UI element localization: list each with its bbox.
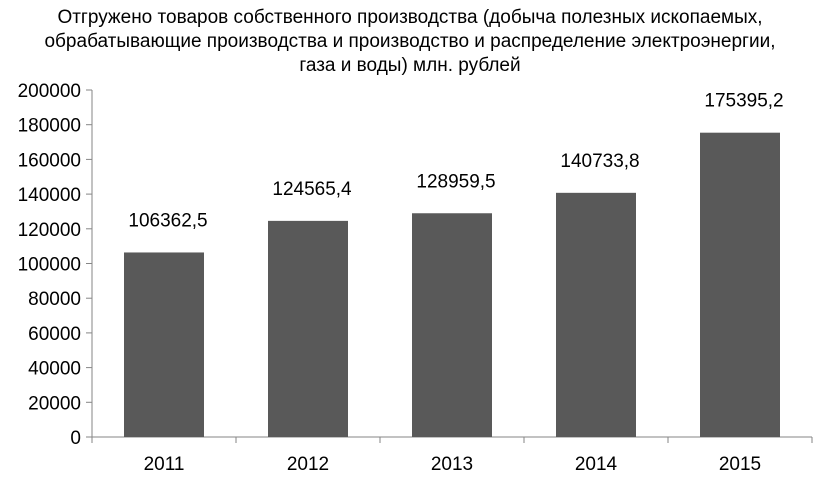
y-tick-label: 180000 [18, 116, 81, 137]
x-tick-label-2014: 2014 [575, 454, 618, 475]
y-tick-label: 100000 [18, 255, 81, 276]
y-tick-label: 40000 [28, 359, 81, 380]
x-tick-label-2015: 2015 [719, 454, 761, 475]
chart-title: Отгружено товаров собственного производс… [0, 6, 820, 78]
data-label-2015: 175395,2 [704, 91, 783, 112]
data-label-2011: 106362,5 [128, 210, 207, 231]
y-tick-label: 0 [70, 428, 81, 449]
chart-title-line-1: Отгружено товаров собственного производс… [57, 7, 763, 28]
chart-title-line-3: газа и воды) млн. рублей [299, 55, 521, 76]
x-tick-label-2013: 2013 [431, 454, 473, 475]
x-tick-label-2011: 2011 [144, 454, 185, 475]
bar-2011 [124, 252, 204, 437]
bar-2014 [556, 192, 636, 437]
data-label-2013: 128959,5 [416, 171, 495, 192]
y-tick-label: 160000 [18, 150, 81, 171]
bar-2012 [268, 220, 348, 437]
data-label-2014: 140733,8 [560, 151, 639, 172]
y-tick-label: 120000 [18, 220, 81, 241]
chart-title-line-2: обрабатывающие производства и производст… [44, 31, 776, 52]
x-tick-label-2012: 2012 [287, 454, 329, 475]
y-tick-label: 200000 [18, 81, 81, 102]
data-label-2012: 124565,4 [272, 179, 352, 200]
bar-2013 [412, 213, 492, 437]
y-tick-label: 20000 [28, 393, 81, 414]
bar-2015 [700, 132, 780, 437]
y-tick-label: 60000 [28, 324, 81, 345]
y-tick-label: 140000 [18, 185, 81, 206]
y-tick-label: 80000 [28, 289, 81, 310]
